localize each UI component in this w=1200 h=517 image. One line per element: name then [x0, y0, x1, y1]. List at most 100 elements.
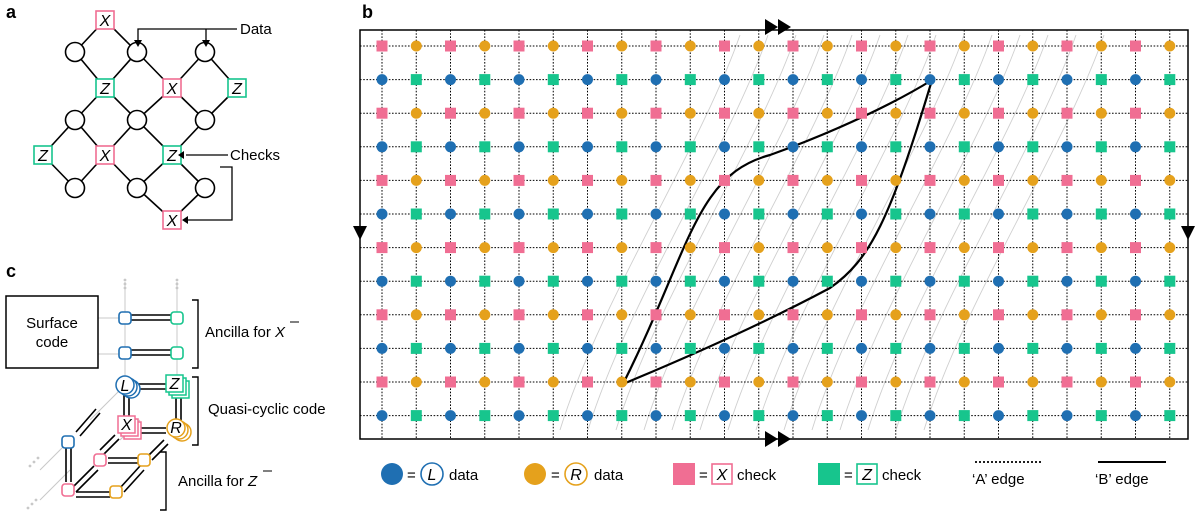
- x-check: [856, 107, 867, 119]
- z-check: [1095, 342, 1107, 354]
- panel-a-x-check-2: X: [162, 78, 182, 98]
- r-data-qubit: [958, 376, 970, 388]
- z-check: [890, 410, 902, 422]
- r-data-qubit: [890, 376, 902, 388]
- l-data-qubit: [719, 141, 730, 153]
- svg-text:code: code: [36, 334, 69, 351]
- long-range-edge: [923, 34, 1105, 431]
- l-data-qubit: [924, 410, 936, 422]
- l-data-qubit: [1061, 275, 1073, 287]
- panel-a-z-check-1: Z: [95, 78, 115, 98]
- x-check: [719, 309, 730, 321]
- cube-l-node: L: [115, 375, 141, 399]
- legend-l-data: = L data: [381, 462, 479, 486]
- x-check: [787, 376, 799, 388]
- r-data-qubit: [547, 174, 559, 186]
- x-check: [513, 174, 525, 186]
- l-data-qubit: [1061, 410, 1073, 422]
- r-data-qubit: [479, 309, 491, 321]
- l-data-qubit: [787, 342, 799, 354]
- z-check: [1095, 410, 1107, 422]
- l-data-qubit: [445, 410, 456, 422]
- x-check: [1130, 242, 1141, 254]
- z-check: [684, 74, 696, 86]
- surface-code-box: Surface code: [5, 295, 99, 369]
- x-check: [787, 242, 799, 254]
- x-check: [376, 309, 388, 321]
- svg-text:L: L: [121, 378, 130, 395]
- r-data-qubit: [547, 107, 559, 119]
- x-check: [376, 107, 388, 119]
- x-check: [993, 107, 1004, 119]
- r-data-qubit: [821, 174, 833, 186]
- svg-text:‘A’ edge: ‘A’ edge: [972, 471, 1025, 488]
- x-check: [719, 376, 730, 388]
- l-data-qubit: [1130, 342, 1141, 354]
- z-check: [1164, 342, 1176, 354]
- z-check: [1095, 74, 1107, 86]
- x-check: [856, 174, 867, 186]
- long-range-edge: [643, 34, 825, 431]
- z-check: [479, 342, 491, 354]
- panel-a: a: [6, 2, 280, 230]
- x-check: [924, 107, 936, 119]
- long-range-edge: [811, 34, 993, 431]
- r-data-qubit: [684, 107, 696, 119]
- r-data-qubit: [753, 309, 765, 321]
- l-data-qubit: [513, 208, 525, 220]
- r-data-qubit: [410, 107, 422, 119]
- x-check: [582, 376, 593, 388]
- panel-a-x-check-1: X: [95, 10, 115, 30]
- l-data-qubit: [856, 342, 867, 354]
- svg-text:=: =: [699, 467, 708, 484]
- z-check: [410, 74, 422, 86]
- r-data-qubit: [684, 242, 696, 254]
- r-data-qubit: [616, 40, 628, 52]
- r-data-qubit: [890, 40, 902, 52]
- svg-text:X: X: [120, 417, 133, 434]
- svg-text:Surface: Surface: [26, 315, 78, 332]
- svg-text:X: X: [99, 148, 112, 165]
- l-data-qubit: [1130, 208, 1141, 220]
- z-check: [547, 410, 559, 422]
- l-data-qubit: [924, 342, 936, 354]
- panel-a-x-check-3: X: [95, 145, 115, 165]
- r-data-qubit: [1095, 242, 1107, 254]
- x-check: [582, 174, 593, 186]
- z-check: [958, 74, 970, 86]
- x-check: [787, 309, 799, 321]
- r-data-qubit: [890, 174, 902, 186]
- l-data-qubit: [787, 141, 799, 153]
- l-data-qubit: [719, 410, 730, 422]
- l-data-qubit: [582, 141, 593, 153]
- x-check: [787, 174, 799, 186]
- r-data-qubit: [958, 107, 970, 119]
- x-check: [1130, 40, 1141, 52]
- l-data-qubit: [445, 342, 456, 354]
- l-data-qubit: [787, 410, 799, 422]
- svg-text:X: X: [716, 467, 729, 484]
- z-check: [821, 208, 833, 220]
- x-check: [719, 107, 730, 119]
- panel-a-z-check-2: Z: [227, 78, 247, 98]
- l-data-qubit: [650, 141, 662, 153]
- r-data-qubit: [479, 40, 491, 52]
- l-data-qubit: [993, 275, 1004, 287]
- z-check: [753, 208, 765, 220]
- svg-text:‘B’ edge: ‘B’ edge: [1095, 471, 1149, 488]
- z-check: [479, 141, 491, 153]
- r-data-qubit: [958, 242, 970, 254]
- x-check: [856, 376, 867, 388]
- z-check: [479, 74, 491, 86]
- l-data-qubit: [787, 275, 799, 287]
- x-check: [650, 107, 662, 119]
- z-check: [890, 74, 902, 86]
- l-data-qubit: [856, 275, 867, 287]
- l-data-qubit: [582, 208, 593, 220]
- x-check: [445, 174, 456, 186]
- boundary-arrow-top: [765, 19, 791, 35]
- l-data-qubit: [513, 410, 525, 422]
- x-check: [650, 242, 662, 254]
- l-data-qubit: [719, 208, 730, 220]
- x-check: [993, 174, 1004, 186]
